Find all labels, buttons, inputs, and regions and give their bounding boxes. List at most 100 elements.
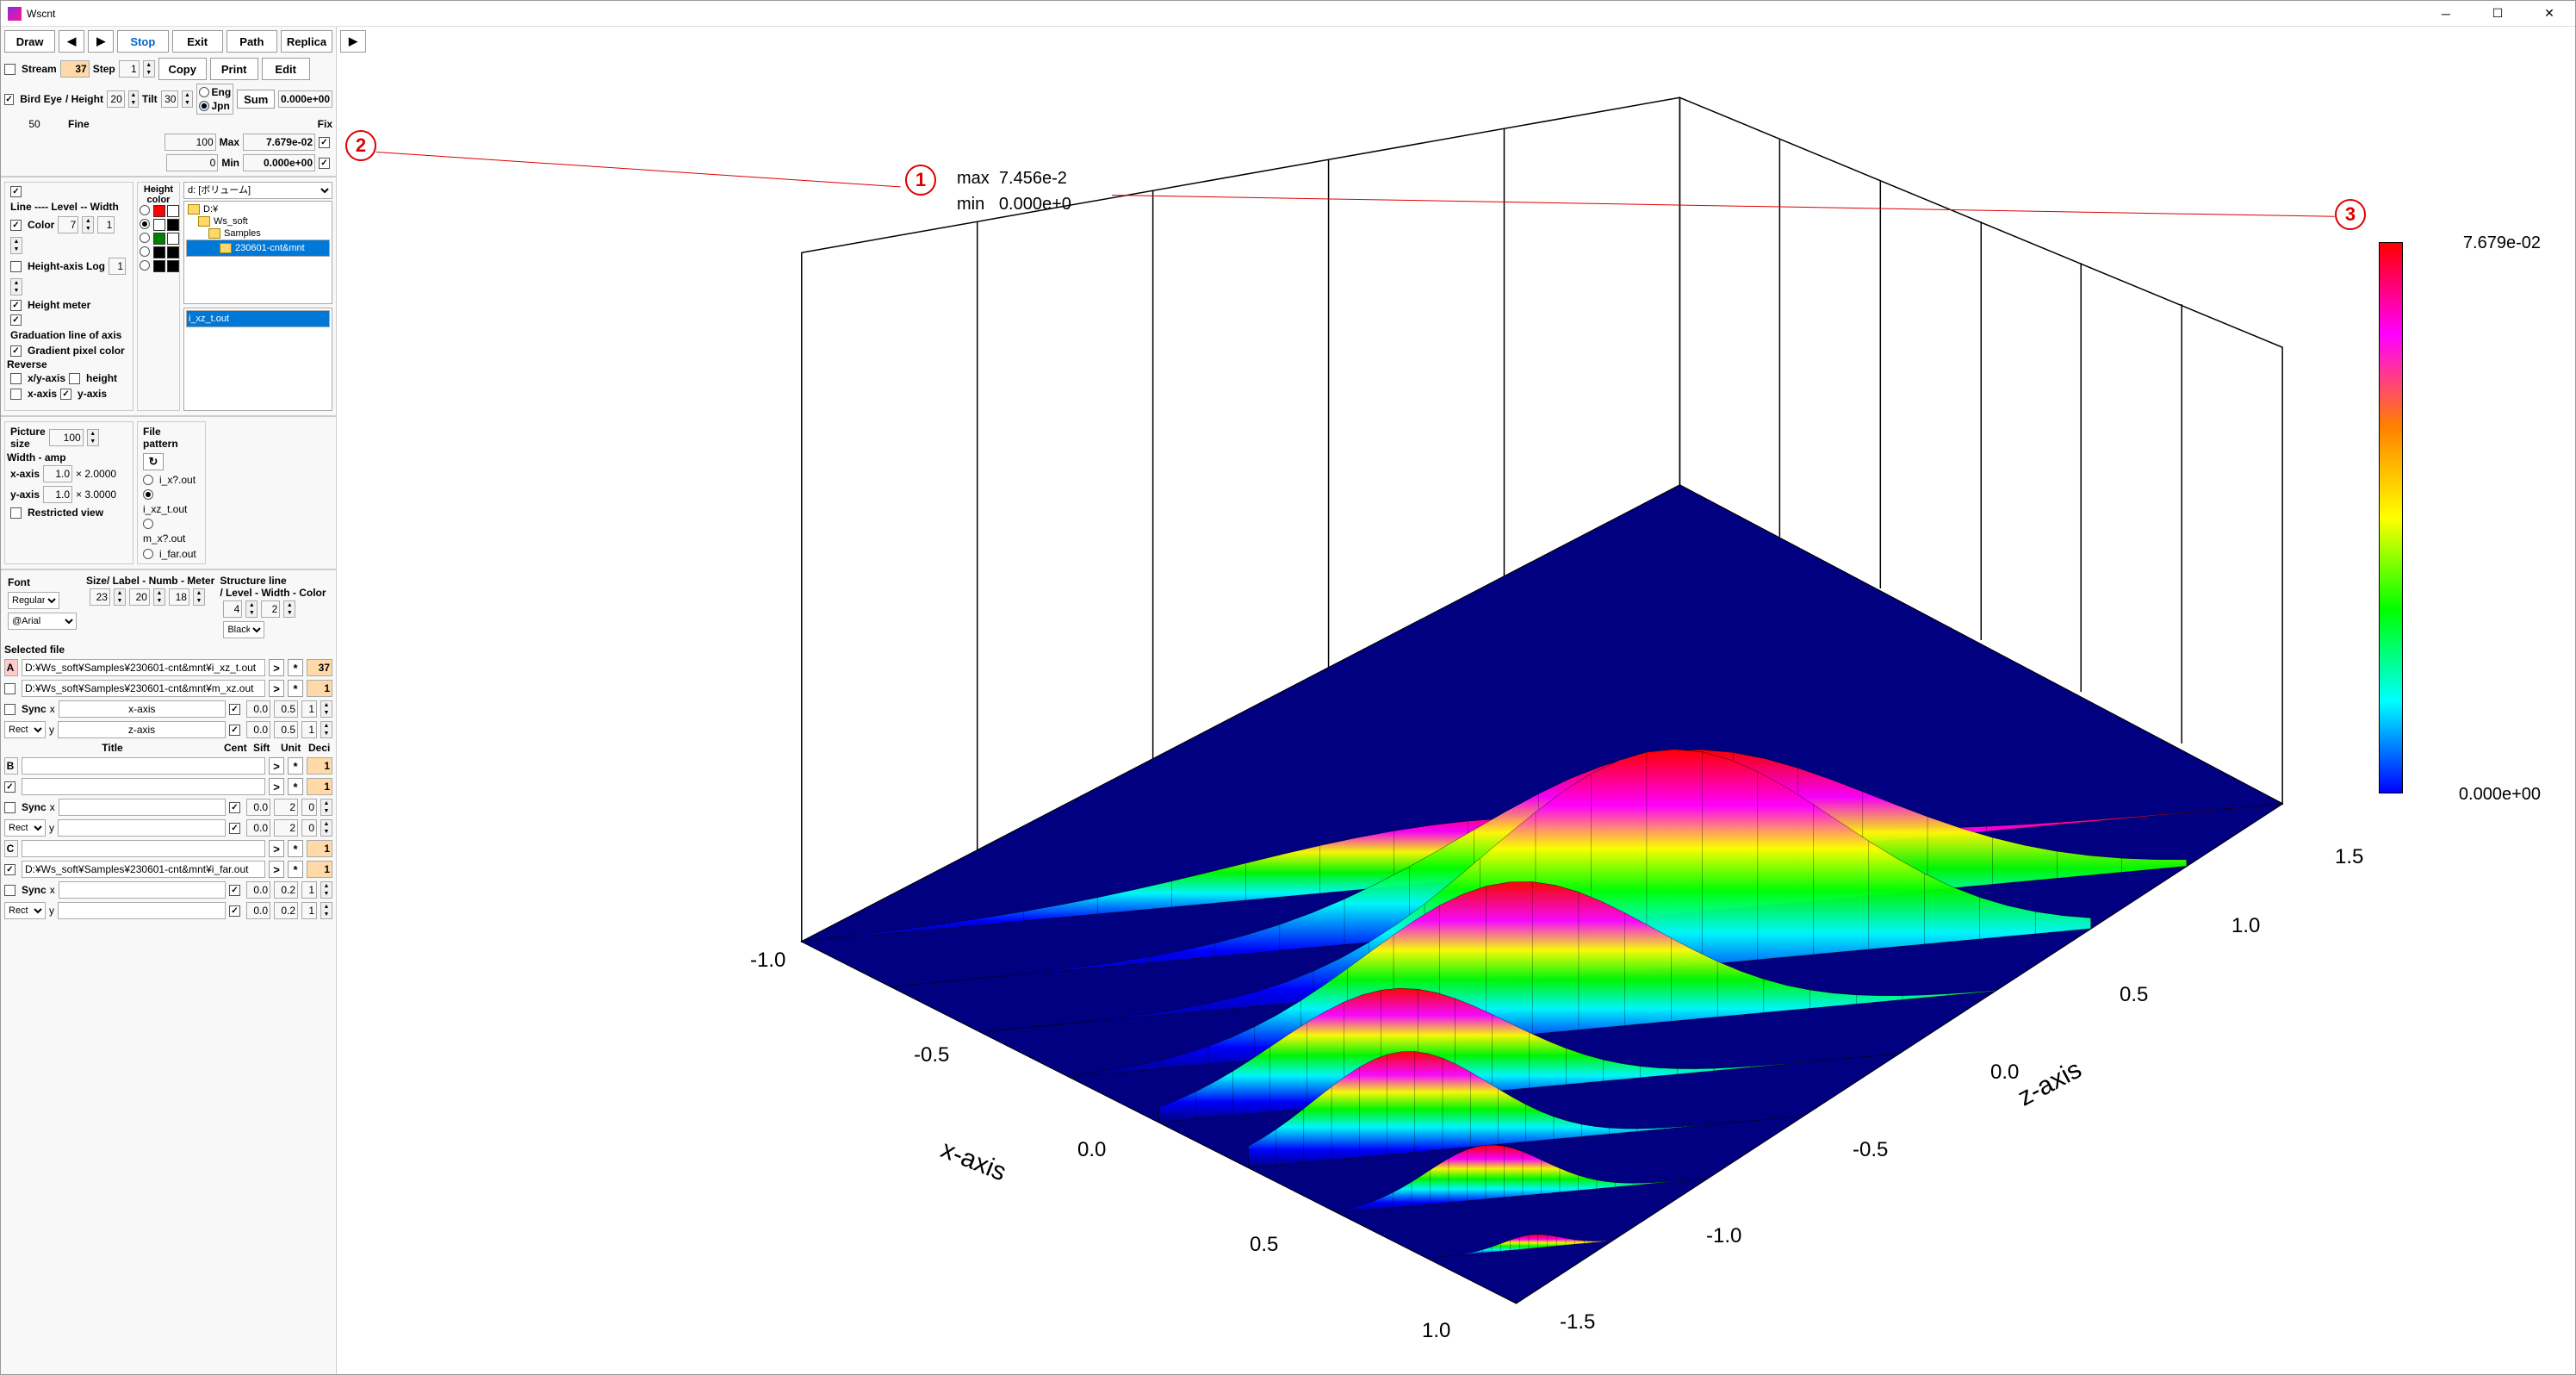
- pattern-radio[interactable]: [143, 489, 153, 500]
- tree-item[interactable]: Ws_soft: [186, 215, 330, 227]
- draw-button[interactable]: Draw: [4, 30, 55, 53]
- folder-tree[interactable]: D:¥Ws_softSamples230601-cnt&mnt: [183, 201, 332, 304]
- yc-v1[interactable]: 0.0: [246, 902, 270, 919]
- file-a-path[interactable]: [22, 659, 265, 676]
- sync-a-checkbox[interactable]: [4, 704, 16, 715]
- pattern-radio[interactable]: [143, 519, 153, 529]
- yc-chk[interactable]: [229, 905, 240, 917]
- xa-v1[interactable]: 0.0: [246, 700, 270, 718]
- x-title-input[interactable]: [59, 700, 226, 718]
- color-swatch[interactable]: [153, 233, 165, 245]
- hcolor-radio-3[interactable]: [140, 246, 150, 257]
- path-button[interactable]: Path: [227, 30, 277, 53]
- ya-v2[interactable]: 0.5: [274, 721, 298, 738]
- xc-spin[interactable]: ▲▼: [320, 881, 332, 899]
- minimize-button[interactable]: ─: [2427, 2, 2465, 26]
- rev-y-checkbox[interactable]: [60, 389, 71, 400]
- close-button[interactable]: ✕: [2530, 2, 2568, 26]
- jpn-radio[interactable]: [199, 101, 209, 111]
- hcolor-radio-0[interactable]: [140, 205, 150, 215]
- xa-v2[interactable]: 0.5: [274, 700, 298, 718]
- c2-gt[interactable]: >: [269, 861, 284, 878]
- yb-spin[interactable]: ▲▼: [320, 819, 332, 837]
- hlog-spinner[interactable]: ▲▼: [10, 278, 22, 296]
- pattern-radio[interactable]: [143, 475, 153, 485]
- line-checkbox[interactable]: [10, 186, 22, 197]
- sum-button[interactable]: Sum: [237, 90, 275, 109]
- xb-v2[interactable]: 2: [274, 799, 298, 816]
- color-swatch[interactable]: [153, 205, 165, 217]
- hlog-checkbox[interactable]: [10, 261, 22, 272]
- file-b-checkbox[interactable]: [4, 683, 16, 694]
- c2-checkbox[interactable]: [4, 864, 16, 875]
- yc-v3[interactable]: 1: [301, 902, 317, 919]
- color-swatch[interactable]: [167, 219, 179, 231]
- color-level[interactable]: 7: [58, 216, 78, 233]
- ya-v3[interactable]: 1: [301, 721, 317, 738]
- xb-v3[interactable]: 0: [301, 799, 317, 816]
- color-swatch[interactable]: [153, 219, 165, 231]
- tilt-value[interactable]: 30: [161, 90, 179, 108]
- stop-button[interactable]: Stop: [117, 30, 168, 53]
- yb-v3[interactable]: 0: [301, 819, 317, 837]
- c2-star[interactable]: *: [288, 861, 303, 878]
- picsize-spinner[interactable]: ▲▼: [87, 429, 99, 446]
- file-item[interactable]: i_xz_t.out: [186, 310, 330, 327]
- xa-v3[interactable]: 1: [301, 700, 317, 718]
- sl-width[interactable]: 2: [261, 600, 280, 618]
- max-fix-checkbox[interactable]: [319, 137, 330, 148]
- height-spinner[interactable]: ▲▼: [128, 90, 139, 108]
- font-weight-select[interactable]: Regular: [8, 592, 59, 609]
- back-button[interactable]: ◀: [59, 30, 84, 53]
- xa-chk[interactable]: [229, 704, 240, 715]
- eng-radio[interactable]: [199, 87, 209, 97]
- xc-title[interactable]: [59, 881, 226, 899]
- color-swatch[interactable]: [153, 246, 165, 258]
- font-family-select[interactable]: @Arial: [8, 613, 77, 630]
- color-checkbox[interactable]: [10, 220, 22, 231]
- hlog-value[interactable]: 1: [109, 258, 126, 275]
- hcolor-radio-4[interactable]: [140, 260, 150, 271]
- copy-button[interactable]: Copy: [158, 58, 207, 80]
- color-grid[interactable]: [140, 205, 177, 272]
- ya-v1[interactable]: 0.0: [246, 721, 270, 738]
- sync-b-checkbox[interactable]: [4, 802, 16, 813]
- b-star[interactable]: *: [288, 680, 303, 697]
- xb-spin[interactable]: ▲▼: [320, 799, 332, 816]
- b3-gt[interactable]: >: [269, 778, 284, 795]
- rev-height-checkbox[interactable]: [69, 373, 80, 384]
- stream-checkbox[interactable]: [4, 64, 16, 75]
- b-gt[interactable]: >: [269, 680, 284, 697]
- refresh-button[interactable]: ↻: [143, 453, 164, 470]
- rev-xy-checkbox[interactable]: [10, 373, 22, 384]
- tree-item[interactable]: D:¥: [186, 203, 330, 215]
- xb-chk[interactable]: [229, 802, 240, 813]
- xc-v2[interactable]: 0.2: [274, 881, 298, 899]
- min-fix-checkbox[interactable]: [319, 158, 330, 169]
- b3-title[interactable]: [22, 778, 265, 795]
- color-swatch[interactable]: [167, 205, 179, 217]
- yc-spin[interactable]: ▲▼: [320, 902, 332, 919]
- pattern-radio[interactable]: [143, 549, 153, 559]
- b-title[interactable]: [22, 757, 265, 775]
- picsize-value[interactable]: 100: [49, 429, 84, 446]
- hmeter-checkbox[interactable]: [10, 300, 22, 311]
- file-list[interactable]: i_xz_t.out: [183, 308, 332, 411]
- replica-button[interactable]: Replica: [281, 30, 332, 53]
- file-b-path[interactable]: [22, 680, 265, 697]
- sync-c-checkbox[interactable]: [4, 885, 16, 896]
- yb-title[interactable]: [58, 819, 226, 837]
- color-width-spinner[interactable]: ▲▼: [10, 237, 22, 254]
- rev-x-checkbox[interactable]: [10, 389, 22, 400]
- b3-star[interactable]: *: [288, 778, 303, 795]
- yb-chk[interactable]: [229, 823, 240, 834]
- sl-lvl-spinner[interactable]: ▲▼: [245, 600, 258, 618]
- xb-title[interactable]: [59, 799, 226, 816]
- maximize-button[interactable]: ☐: [2479, 2, 2517, 26]
- restrict-checkbox[interactable]: [10, 507, 22, 519]
- fontsize-meter-val[interactable]: 18: [169, 588, 189, 606]
- step-value[interactable]: 1: [119, 60, 140, 78]
- xb-v1[interactable]: 0.0: [246, 799, 270, 816]
- xc-chk[interactable]: [229, 885, 240, 896]
- max-input[interactable]: 100: [164, 134, 216, 151]
